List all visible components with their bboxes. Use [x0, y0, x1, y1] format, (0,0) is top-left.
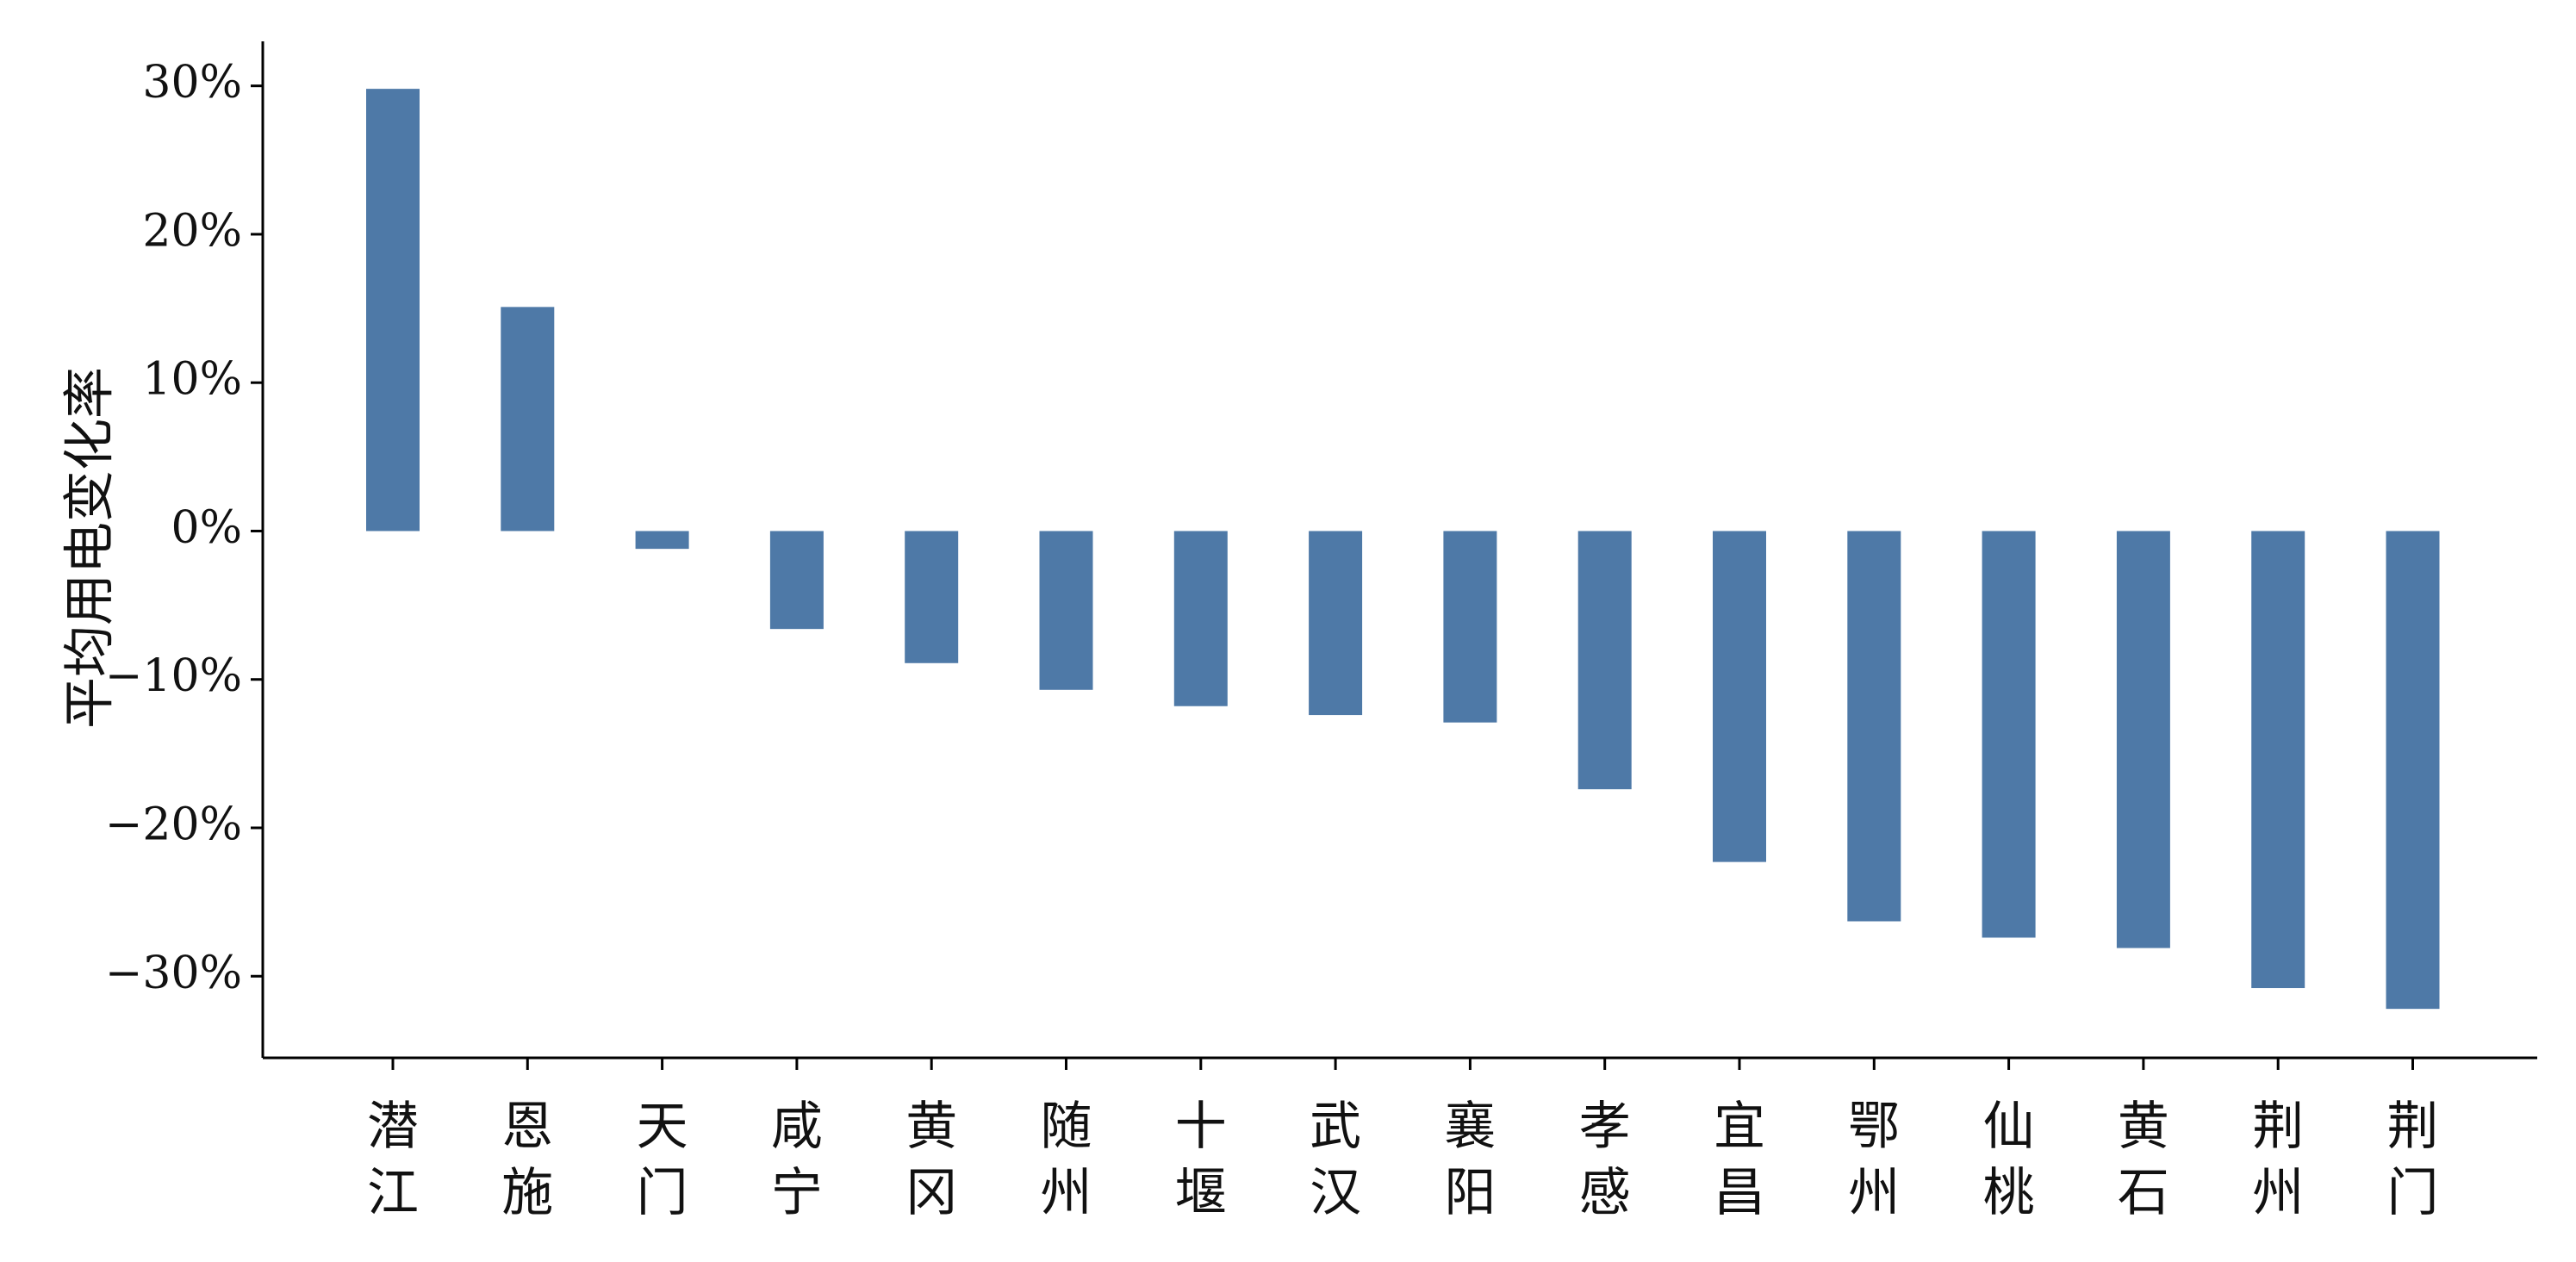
y-tick-label: −20% [105, 799, 242, 850]
x-tick-label: 咸宁 [771, 1097, 823, 1223]
x-tick-label: 随州 [1041, 1097, 1092, 1223]
x-tick-label: 孝感 [1579, 1097, 1631, 1223]
y-axis-ticks: 30% 20% 10% 0% −10% −20% −30% [105, 57, 263, 999]
x-tick-label: 十堰 [1175, 1097, 1227, 1223]
bar-13 [2116, 531, 2170, 948]
bar-1 [501, 307, 555, 532]
x-tick-label: 黄冈 [905, 1097, 957, 1223]
bar-8 [1443, 531, 1497, 723]
bar-10 [1713, 531, 1766, 862]
y-axis-label: 平均用电变化率 [60, 367, 121, 729]
bar-6 [1173, 531, 1228, 706]
y-tick-label: −10% [105, 650, 242, 702]
y-tick-label: 0% [171, 502, 243, 554]
bar-2 [635, 531, 689, 550]
x-tick-label: 潜江 [367, 1097, 419, 1223]
bars-group [366, 89, 2440, 1010]
x-tick-label: 荆州 [2252, 1097, 2304, 1223]
x-tick-label: 仙桃 [1983, 1097, 2035, 1223]
x-tick-label: 武汉 [1310, 1097, 1361, 1223]
bar-0 [366, 89, 420, 532]
bar-14 [2251, 531, 2305, 989]
y-tick-label: 10% [142, 354, 242, 406]
x-tick-label: 黄石 [2118, 1097, 2169, 1223]
x-tick-label: 荆门 [2387, 1097, 2439, 1223]
bar-11 [1847, 531, 1901, 922]
y-tick-label: −30% [105, 948, 242, 999]
x-tick-label: 宜昌 [1714, 1097, 1765, 1223]
bar-15 [2386, 531, 2440, 1010]
y-tick-label: 20% [142, 205, 242, 257]
bar-5 [1039, 531, 1093, 690]
bar-9 [1577, 531, 1632, 790]
bar-7 [1309, 531, 1363, 716]
x-tick-label: 天门 [637, 1097, 688, 1223]
x-tick-label: 襄阳 [1444, 1097, 1496, 1223]
y-tick-label: 30% [142, 57, 242, 109]
x-tick-label: 鄂州 [1848, 1097, 1900, 1223]
bar-4 [905, 531, 959, 663]
bar-12 [1982, 531, 2036, 938]
bar-3 [769, 531, 824, 630]
x-tick-label: 恩施 [501, 1097, 553, 1223]
